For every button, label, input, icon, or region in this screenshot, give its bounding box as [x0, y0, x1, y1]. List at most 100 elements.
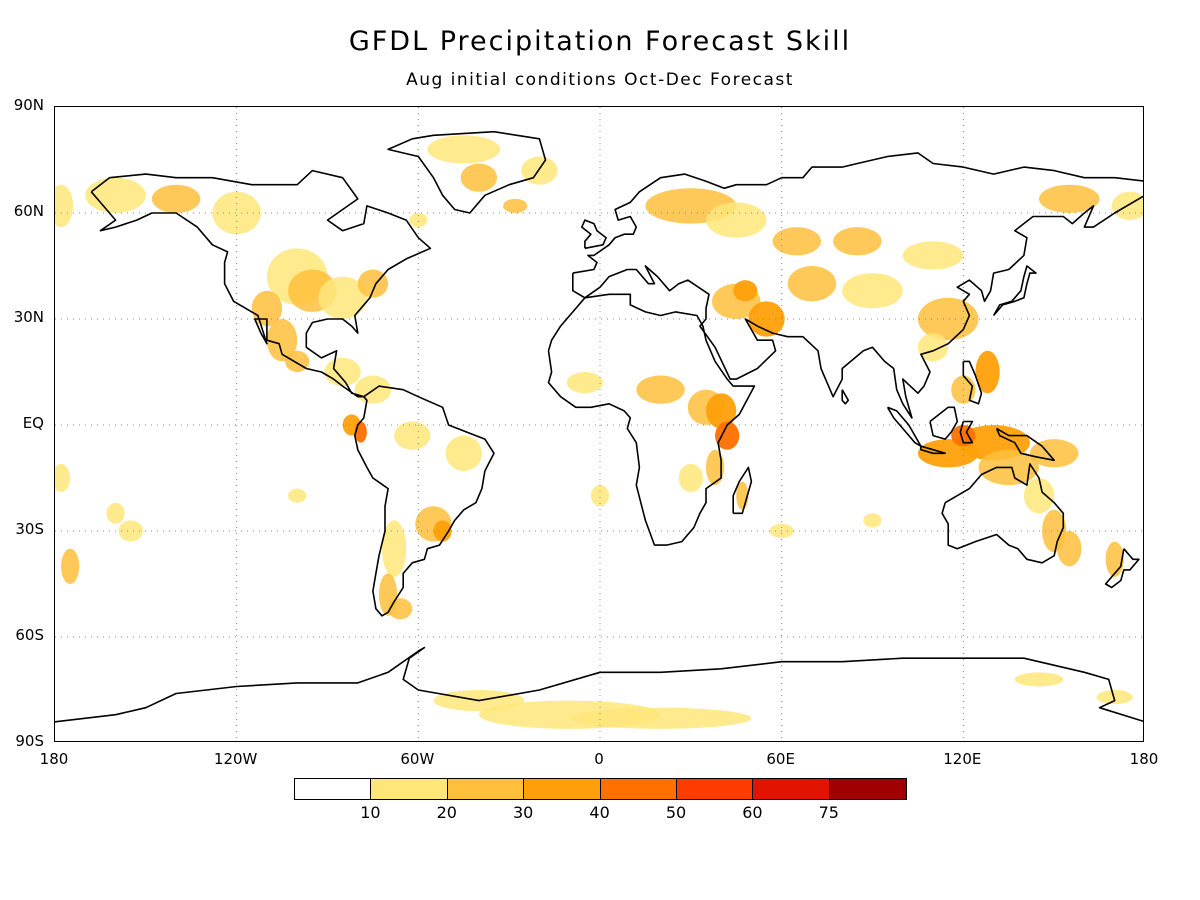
skill-area [590, 485, 610, 507]
colorbar [294, 778, 907, 800]
coastlines [55, 130, 1143, 723]
skill-shading-layer [55, 135, 1143, 729]
lon-tick-label: 0 [594, 750, 604, 768]
colorbar-tick-label: 50 [665, 803, 687, 822]
colorbar-tick-label: 30 [513, 803, 534, 822]
colorbar-swatch [599, 778, 678, 800]
skill-area [521, 156, 558, 185]
lat-tick-label: 30S [15, 520, 44, 538]
skill-area [748, 301, 785, 337]
skill-area [61, 548, 80, 584]
skill-area [1039, 184, 1100, 213]
coastline [995, 427, 1055, 462]
coastline [1104, 548, 1140, 589]
skill-area [566, 372, 604, 394]
skill-area [55, 184, 74, 228]
skill-area [251, 290, 283, 327]
skill-area [715, 421, 740, 450]
skill-area [503, 198, 528, 213]
skill-area [902, 241, 964, 270]
map-plot-area [54, 106, 1144, 742]
colorbar-swatch [523, 778, 602, 800]
graticule [55, 107, 1143, 741]
colorbar-swatch [828, 778, 907, 800]
colorbar-swatch [294, 778, 372, 800]
coastline [886, 406, 922, 447]
skill-area [1096, 690, 1133, 705]
colorbar-swatch [676, 778, 754, 800]
map-title: GFDL Precipitation Forecast Skill [348, 26, 852, 57]
colorbar-tick-label: 60 [742, 803, 763, 822]
skill-area [357, 269, 389, 298]
colorbar-tick-label: 10 [360, 803, 381, 822]
coastline [962, 360, 983, 405]
coastline [354, 385, 495, 617]
lat-tick-label: 60S [15, 626, 44, 644]
coastline [581, 219, 607, 250]
colorbar-tick-label: 20 [436, 803, 457, 822]
skill-area [324, 357, 361, 387]
skill-area [1023, 478, 1055, 514]
skill-area [863, 513, 882, 528]
skill-area [85, 177, 146, 213]
map-subtitle: Aug initial conditions Oct-Dec Forecast [406, 70, 794, 90]
coastline [387, 130, 547, 214]
coastline [920, 445, 946, 455]
skill-area [917, 333, 949, 362]
skill-area [394, 421, 431, 450]
skill-area [975, 350, 1000, 394]
lat-tick-label: 90S [15, 732, 44, 750]
lat-tick-label: EQ [22, 414, 44, 432]
skill-area [636, 375, 685, 404]
lat-tick-label: 30N [13, 308, 44, 326]
skill-area [382, 520, 407, 577]
skill-area [427, 135, 501, 164]
coastline [55, 646, 1143, 723]
skill-area [787, 266, 837, 302]
skill-area [951, 425, 976, 447]
skill-area [678, 463, 703, 493]
lon-tick-label: 120W [213, 750, 258, 768]
skill-area [460, 163, 498, 192]
coastline [929, 406, 959, 440]
lon-tick-label: 60W [400, 750, 435, 768]
colorbar-tick-label: 40 [589, 803, 610, 822]
lat-tick-label: 60N [13, 202, 44, 220]
skill-area [1105, 541, 1124, 577]
lat-tick-label: 90N [13, 96, 44, 114]
skill-area [55, 463, 71, 493]
skill-area [388, 598, 413, 620]
lon-tick-label: 180 [1129, 750, 1159, 768]
skill-area [409, 213, 428, 228]
lon-tick-label: 180 [39, 750, 69, 768]
lon-tick-label: 60E [766, 750, 795, 768]
colorbar-swatch [446, 778, 525, 800]
skill-area [118, 520, 143, 542]
skill-area [842, 273, 903, 309]
colorbar-tick-label: 75 [818, 803, 839, 822]
coastline [941, 463, 1065, 564]
skill-area [1014, 672, 1064, 687]
skill-area [318, 276, 367, 319]
skill-area [266, 319, 298, 362]
coastline [572, 152, 1143, 419]
skill-area [288, 488, 307, 503]
skill-area [106, 502, 125, 524]
colorbar-swatch [370, 778, 449, 800]
coastline [992, 265, 1037, 317]
skill-area [833, 227, 882, 256]
skill-area [917, 297, 979, 341]
coastline [90, 169, 432, 398]
coastline [732, 466, 753, 515]
world-map [55, 107, 1143, 741]
skill-area [705, 449, 725, 486]
coastline [959, 420, 974, 444]
skill-area [1057, 531, 1082, 567]
skill-area [212, 191, 261, 235]
skill-area [772, 227, 822, 256]
skill-area [445, 435, 482, 471]
colorbar-swatch [752, 778, 831, 800]
skill-area [705, 393, 737, 429]
skill-area [433, 520, 452, 542]
coastline [841, 389, 850, 405]
